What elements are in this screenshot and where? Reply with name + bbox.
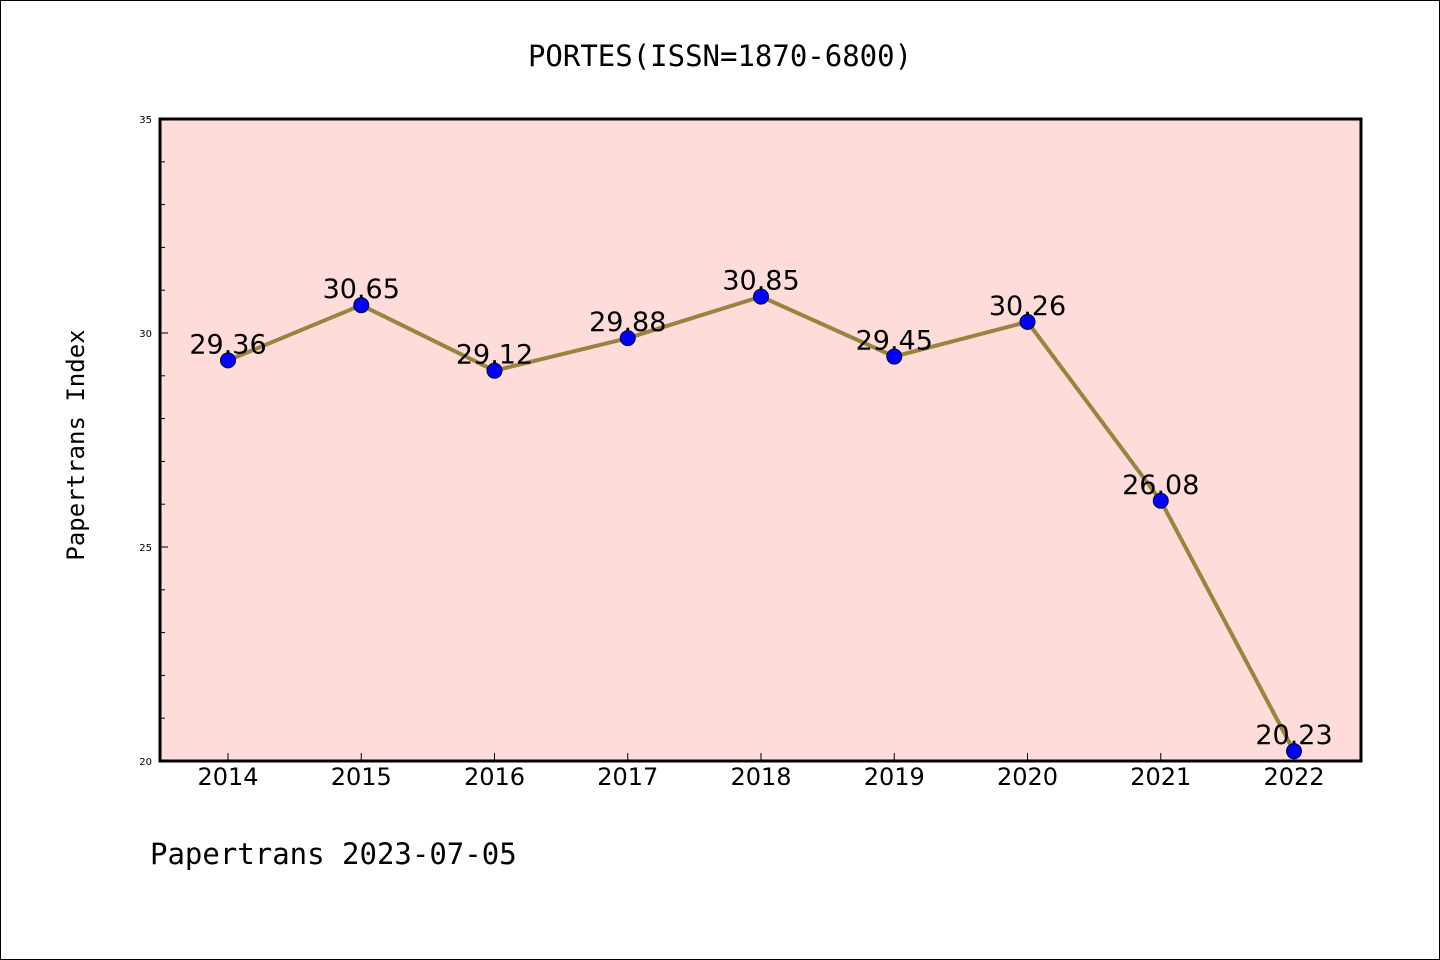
data-label: 29.12 — [456, 340, 533, 371]
data-label: 30.26 — [989, 291, 1066, 322]
data-point — [886, 348, 903, 365]
x-tick-label: 2020 — [997, 763, 1058, 791]
data-labels: 29.36 30.65 29.12 29.88 30.85 29.45 30.26 26.08… — [189, 266, 1332, 752]
plot-area — [160, 119, 1361, 761]
x-tick-label: 2016 — [464, 763, 525, 791]
data-point — [1019, 313, 1036, 330]
data-label: 20.23 — [1255, 720, 1332, 751]
data-points — [220, 288, 1302, 760]
y-tick-label: 25 — [139, 543, 152, 554]
x-tick-label: 2021 — [1130, 763, 1191, 791]
x-tick-label: 2017 — [597, 763, 658, 791]
data-point — [1152, 492, 1169, 509]
data-point — [220, 352, 236, 369]
y-tick-label: 35 — [139, 115, 152, 126]
footer-text: Papertrans 2023-07-05 — [150, 837, 517, 871]
data-point — [353, 297, 370, 314]
plot-border — [158, 117, 1363, 763]
data-label: 30.85 — [722, 266, 799, 297]
x-tick-label: 2018 — [730, 763, 791, 791]
data-label: 26.08 — [1122, 470, 1199, 501]
data-label: 30.65 — [323, 274, 400, 305]
y-tick-label: 20 — [139, 757, 152, 768]
data-label: 29.45 — [856, 326, 933, 357]
data-point — [486, 362, 503, 379]
x-tick-label: 2015 — [331, 763, 392, 791]
data-point — [753, 288, 769, 305]
data-label: 29.36 — [189, 329, 266, 360]
data-point — [1286, 743, 1302, 760]
y-axis-label: Papertrans Index — [62, 329, 90, 560]
data-point — [619, 330, 636, 347]
x-tick-label: 2019 — [864, 763, 925, 791]
x-tick-label: 2014 — [197, 763, 258, 791]
y-tick-label: 30 — [139, 329, 152, 340]
x-axis: 2014 2015 2016 2017 2018 2019 2020 2021 2022 — [197, 753, 1325, 791]
data-label: 29.88 — [589, 307, 666, 338]
x-tick-label: 2022 — [1263, 763, 1324, 791]
chart-title: PORTES(ISSN=1870-6800) — [528, 39, 912, 73]
